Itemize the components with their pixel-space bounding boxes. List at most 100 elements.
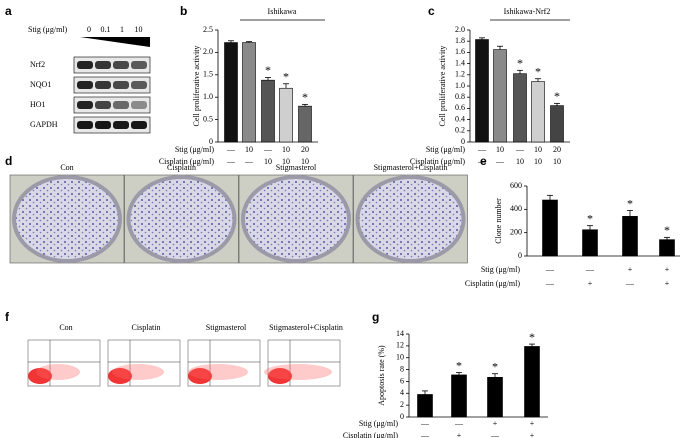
y-axis-label: Apoptosis rate (%) (377, 345, 386, 406)
dish (130, 179, 233, 259)
y-tick-label: 0 (209, 137, 213, 146)
condition-value: — (454, 419, 464, 428)
blot-band (113, 81, 129, 89)
panel-letter: e (480, 154, 487, 168)
error-bar (664, 236, 670, 240)
error-bar (456, 372, 462, 375)
y-tick-label: 0.8 (455, 92, 465, 101)
condition-value: + (665, 265, 670, 274)
panel-letter: f (5, 310, 10, 324)
bar (531, 81, 545, 143)
condition-value: — (477, 157, 487, 166)
blot-band (77, 121, 93, 129)
condition-value: — (545, 279, 555, 288)
y-tick-label: 4 (400, 388, 404, 397)
y-tick-label: 2.0 (455, 25, 465, 34)
error-bar (492, 373, 498, 378)
significance: * (265, 63, 271, 77)
condition-label: Cisplatin (μg/ml) (343, 431, 399, 438)
panel-letter: d (5, 154, 12, 168)
error-bar (422, 390, 428, 395)
significance: * (535, 64, 541, 78)
condition-value: + (530, 431, 535, 438)
flow-label: Stigmasterol+Cisplatin (269, 323, 343, 332)
bar (417, 394, 433, 418)
colony-label: Stigmasterol+Cisplatin (374, 163, 448, 172)
chart-title: Ishikawa-Nrf2 (504, 7, 551, 16)
y-tick-label: 14 (396, 329, 404, 338)
condition-label: Stig (μg/ml) (175, 145, 215, 154)
blot-band (113, 61, 129, 69)
condition-value: — (244, 157, 254, 166)
blot-band (95, 101, 111, 109)
y-tick-label: 0 (518, 251, 522, 260)
blot-band (95, 121, 111, 129)
colony-label: Cisplatin (167, 163, 196, 172)
condition-value: — (495, 157, 505, 166)
blot-band (131, 121, 147, 129)
bar (298, 105, 312, 143)
cell-scatter (112, 364, 164, 380)
condition-value: 10 (245, 145, 253, 154)
y-tick-label: 0 (400, 412, 404, 421)
error-bar (228, 40, 234, 43)
blot-band (95, 81, 111, 89)
error-bar (587, 225, 593, 230)
significance: * (587, 211, 593, 225)
bar (487, 376, 503, 418)
significance: * (627, 196, 633, 210)
condition-label: Stig (μg/ml) (359, 419, 399, 428)
y-tick-label: 1.4 (455, 58, 465, 67)
blot-frame (73, 116, 151, 134)
condition-value: — (226, 157, 236, 166)
bar (475, 39, 489, 143)
significance: * (492, 359, 498, 373)
condition-value: — (420, 431, 430, 438)
condition-value: — (263, 145, 273, 154)
y-tick-label: 12 (396, 341, 404, 350)
blot-band (113, 121, 129, 129)
blot-band (95, 61, 111, 69)
y-tick-label: 0.2 (455, 126, 465, 135)
flow-label: Stigmasterol (206, 323, 247, 332)
cell-scatter (264, 364, 332, 380)
condition-label: Stig (μg/ml) (481, 265, 521, 274)
y-tick-label: 1.0 (455, 81, 465, 90)
condition-value: 20 (301, 145, 309, 154)
condition-label: Cisplatin (μg/ml) (159, 157, 215, 166)
y-tick-label: 0.4 (455, 114, 465, 123)
blot-band (131, 81, 147, 89)
bar (524, 346, 540, 418)
cell-scatter (36, 364, 80, 380)
y-tick-label: 10 (396, 353, 404, 362)
condition-label: Cisplatin (μg/ml) (410, 157, 466, 166)
error-bar (479, 37, 485, 40)
y-tick-label: 1.6 (455, 47, 465, 56)
dish (359, 179, 462, 259)
condition-value: + (665, 279, 670, 288)
colony-label: Stigmasterol (276, 163, 317, 172)
y-axis-label: Clone number (494, 198, 503, 244)
condition-value: 10 (301, 157, 309, 166)
blot-band (77, 101, 93, 109)
flow-label: Cisplatin (132, 323, 161, 332)
blot-band (131, 61, 147, 69)
condition-value: 10 (534, 157, 542, 166)
error-bar (265, 77, 271, 81)
error-bar (627, 210, 633, 217)
bar (550, 105, 564, 143)
panel-letter: a (5, 4, 12, 18)
y-axis-label: Cell proliferative activity (192, 46, 201, 127)
condition-value: — (226, 145, 236, 154)
error-bar (554, 102, 560, 106)
error-bar (283, 83, 289, 89)
y-tick-label: 0.5 (203, 114, 213, 123)
protein-label: HO1 (30, 100, 46, 109)
condition-value: — (625, 279, 635, 288)
y-tick-label: 200 (510, 227, 522, 236)
error-bar (529, 343, 535, 347)
blot-frame (73, 76, 151, 94)
condition-value: 10 (282, 145, 290, 154)
y-tick-label: 1.2 (455, 70, 465, 79)
cell-cloud (188, 368, 212, 384)
